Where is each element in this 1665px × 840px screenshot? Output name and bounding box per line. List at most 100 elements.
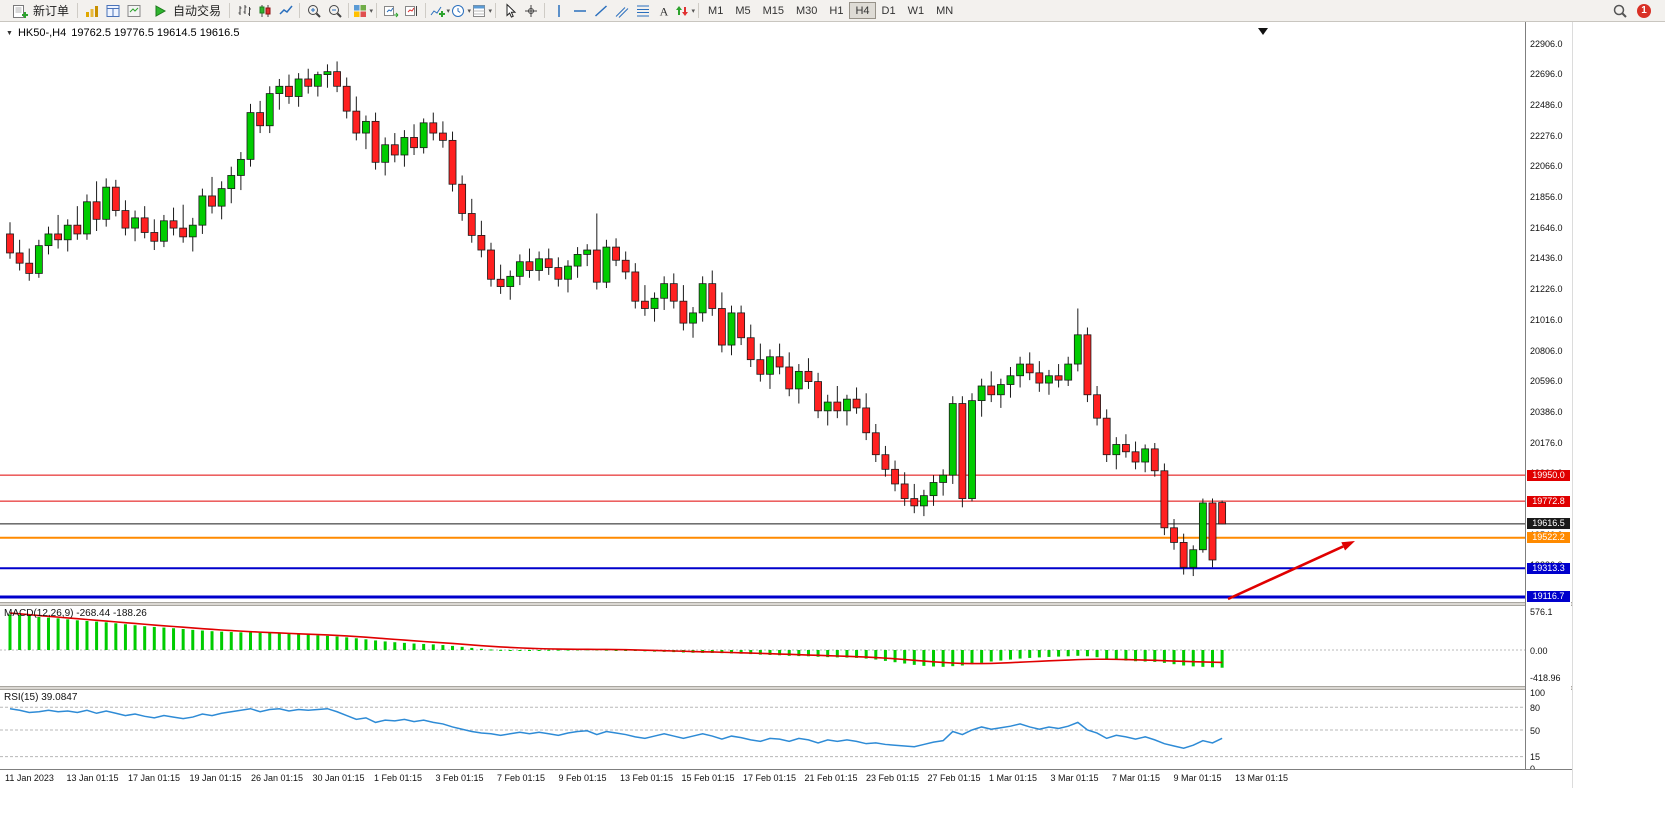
candle: [246, 103, 255, 167]
fibonacci-icon[interactable]: [632, 1, 653, 20]
vertical-line-icon[interactable]: [548, 1, 569, 20]
chart-shift-icon[interactable]: [401, 1, 422, 20]
trend-arrow-annotation[interactable]: [1227, 541, 1355, 601]
text-label-icon[interactable]: A: [653, 1, 674, 20]
macd-histogram-bar: [220, 631, 224, 650]
time-axis[interactable]: 11 Jan 2023 13 Jan 01:15 17 Jan 01:15 19 Ja…: [0, 769, 1572, 788]
timeframe-h1-button[interactable]: H1: [829, 5, 844, 17]
candle: [1160, 463, 1169, 536]
candle: [1122, 434, 1130, 458]
bar-chart-icon: [233, 1, 254, 20]
candle: [871, 423, 880, 463]
macd-histogram-bar: [864, 650, 868, 659]
bar-chart-icon[interactable]: [233, 1, 254, 20]
candle: [612, 238, 620, 267]
price-axis-label: 22276.0: [1530, 130, 1563, 141]
price-axis-label: 20806.0: [1530, 345, 1563, 356]
candle: [1083, 327, 1092, 403]
trendline-icon[interactable]: [590, 1, 611, 20]
candle: [939, 469, 948, 496]
candle: [1035, 361, 1044, 392]
zoom-in-icon[interactable]: [303, 1, 324, 20]
candlestick-chart-icon[interactable]: [254, 1, 275, 20]
toolbar-separator: [698, 3, 700, 18]
macd-histogram-bar: [345, 637, 349, 650]
timeframe-mn-button[interactable]: MN: [936, 5, 954, 17]
chart-title-collapse-icon[interactable]: ▼: [6, 29, 13, 37]
rsi-axis-label: 15: [1530, 752, 1541, 763]
timeframe-m30-button[interactable]: M30: [796, 5, 818, 17]
macd-histogram-bar: [191, 629, 195, 650]
macd-histogram-bar: [229, 632, 233, 650]
timeframe-h4-button[interactable]: H4: [849, 2, 876, 19]
panel-splitter[interactable]: [0, 686, 1572, 690]
market-watch-icon: [81, 1, 102, 20]
main-price-panel[interactable]: [0, 22, 1525, 602]
auto-scroll-icon[interactable]: [380, 1, 401, 20]
rsi-panel[interactable]: [0, 690, 1525, 769]
macd-panel[interactable]: [0, 606, 1525, 686]
macd-histogram-bar: [200, 630, 204, 650]
metaeditor-icon[interactable]: [123, 1, 144, 20]
candle: [766, 349, 774, 389]
arrows-tool-icon[interactable]: ▾: [674, 1, 695, 20]
toolbar-right-group: 1: [1609, 1, 1651, 20]
autotrading-button[interactable]: 自动交易: [144, 1, 226, 20]
macd-histogram-bar: [1114, 650, 1118, 660]
candle: [573, 247, 582, 278]
market-watch-icon[interactable]: [81, 1, 102, 20]
price-axis-label: 22066.0: [1530, 161, 1563, 172]
data-window-icon: [102, 1, 123, 20]
cursor-icon: [499, 1, 520, 20]
cursor-icon[interactable]: [499, 1, 520, 20]
macd-histogram-bar: [56, 618, 60, 650]
timeframe-d1-button[interactable]: D1: [881, 5, 896, 17]
candle: [179, 204, 188, 243]
macd-histogram-bar: [268, 632, 272, 650]
chart-window-edge: [1572, 22, 1573, 788]
macd-histogram-bar: [258, 632, 262, 650]
time-axis-label: 13 Feb 01:15: [620, 773, 674, 783]
candle: [1141, 444, 1150, 473]
panel-splitter[interactable]: [0, 602, 1572, 606]
line-chart-icon[interactable]: [275, 1, 296, 20]
candle: [342, 77, 351, 119]
candle: [1198, 498, 1207, 553]
candle: [698, 276, 707, 322]
macd-histogram-bar: [787, 650, 791, 656]
candle: [448, 131, 457, 192]
periods-icon[interactable]: ▾: [450, 1, 471, 20]
candle: [333, 61, 341, 93]
equidistant-channel-icon[interactable]: [611, 1, 632, 20]
macd-histogram-bar: [816, 650, 820, 657]
price-axis-label: 21646.0: [1530, 222, 1563, 233]
horizontal-line-icon[interactable]: [569, 1, 590, 20]
notifications-badge[interactable]: 1: [1637, 3, 1651, 18]
candle: [1112, 437, 1121, 470]
chart-dropdown-icon[interactable]: [1258, 28, 1268, 35]
price-tag-19313.3: 19313.3: [1527, 562, 1570, 574]
timeframe-m1-button[interactable]: M1: [708, 5, 724, 17]
timeframe-w1-button[interactable]: W1: [907, 5, 925, 17]
macd-histogram-bar: [1076, 650, 1080, 656]
price-tag-19116.7: 19116.7: [1527, 591, 1570, 603]
candle: [1131, 441, 1140, 470]
indicators-icon: [429, 1, 446, 20]
macd-histogram-bar: [499, 649, 503, 651]
timeframe-m5-button[interactable]: M5: [735, 5, 751, 17]
chart-shift-icon: [401, 1, 422, 20]
price-axis[interactable]: 22906.0 22696.0 22486.0 22276.0 22066.0 21856…: [1525, 22, 1571, 774]
templates-icon[interactable]: ▾: [471, 1, 492, 20]
timeframe-m15-button[interactable]: M15: [762, 5, 784, 17]
new-chart-icon[interactable]: ▾: [352, 1, 373, 20]
search-icon[interactable]: [1609, 1, 1630, 20]
zoom-out-icon[interactable]: [324, 1, 345, 20]
macd-histogram-bar: [768, 650, 772, 655]
price-axis-label: 20386.0: [1530, 406, 1563, 417]
new-order-button[interactable]: 新订单: [4, 1, 74, 20]
candle: [641, 285, 649, 316]
data-window-icon[interactable]: [102, 1, 123, 20]
crosshair-icon[interactable]: [520, 1, 541, 20]
macd-axis-label: 576.1: [1530, 607, 1553, 618]
indicators-icon[interactable]: ▾: [429, 1, 450, 20]
